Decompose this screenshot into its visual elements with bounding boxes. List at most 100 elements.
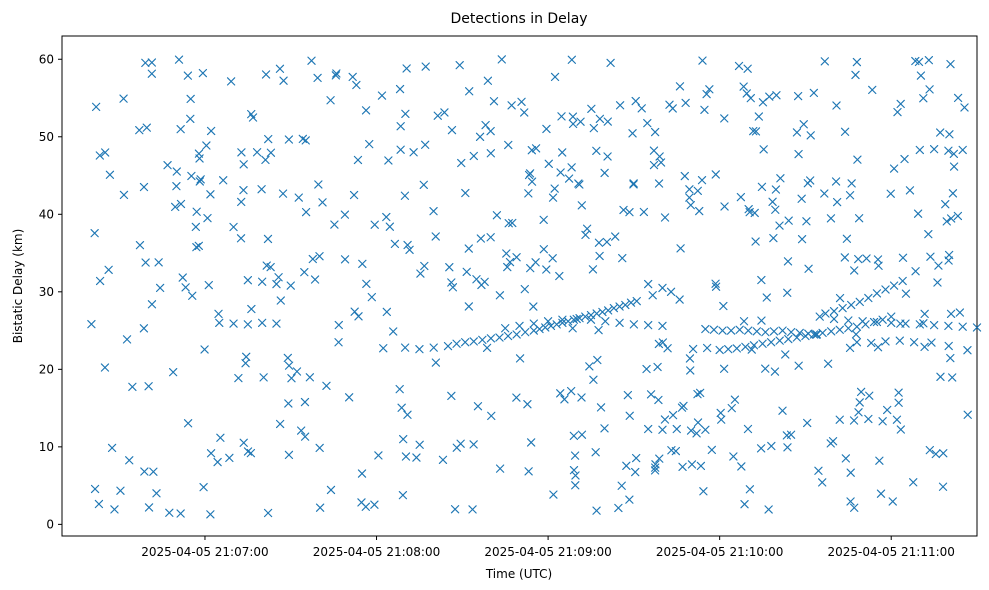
marker-stroke — [720, 202, 729, 211]
data-point — [594, 238, 604, 247]
marker-stroke — [334, 338, 343, 347]
data-point — [740, 500, 749, 509]
marker-stroke — [889, 164, 899, 173]
data-point — [429, 206, 438, 216]
data-point — [147, 58, 157, 67]
data-point — [854, 408, 863, 417]
data-point — [747, 345, 756, 354]
marker-stroke — [775, 336, 784, 345]
marker-stroke — [557, 112, 566, 121]
marker-stroke — [147, 58, 157, 67]
data-point — [296, 426, 306, 435]
marker-stroke — [615, 101, 625, 110]
marker-stroke — [914, 57, 924, 67]
data-point — [172, 181, 181, 191]
data-point — [958, 322, 967, 331]
marker-stroke — [872, 317, 882, 327]
data-point — [705, 85, 714, 94]
marker-stroke — [206, 190, 215, 199]
marker-stroke — [558, 148, 567, 157]
marker-stroke — [850, 266, 859, 275]
data-point — [473, 402, 483, 411]
marker-stroke — [402, 64, 411, 73]
marker-stroke — [853, 155, 862, 164]
marker-stroke — [946, 309, 956, 319]
data-point — [367, 292, 376, 302]
marker-stroke — [370, 500, 379, 509]
marker-stroke — [752, 327, 762, 336]
marker-stroke — [945, 130, 954, 139]
data-point — [214, 309, 223, 319]
marker-stroke — [188, 291, 197, 300]
marker-stroke — [963, 346, 972, 355]
data-point — [529, 326, 538, 335]
data-point — [946, 214, 956, 223]
data-point — [939, 449, 948, 458]
data-point — [762, 293, 771, 302]
data-point — [685, 185, 694, 194]
marker-stroke — [660, 415, 670, 424]
data-point — [206, 126, 216, 136]
data-point — [527, 177, 537, 186]
data-point — [400, 343, 410, 352]
data-point — [693, 389, 702, 399]
data-point — [577, 430, 587, 439]
data-point — [300, 268, 309, 277]
marker-stroke — [781, 350, 790, 359]
data-point — [568, 324, 577, 333]
data-point — [756, 444, 766, 453]
data-point — [873, 255, 883, 264]
marker-stroke — [135, 240, 145, 250]
data-point — [147, 300, 157, 309]
marker-stroke — [924, 229, 933, 239]
marker-stroke — [960, 103, 969, 112]
data-point — [730, 395, 740, 404]
data-point — [915, 145, 924, 155]
marker-stroke — [90, 228, 99, 238]
marker-stroke — [845, 191, 855, 200]
data-point — [264, 134, 273, 144]
marker-stroke — [639, 207, 649, 217]
data-point — [874, 261, 883, 270]
marker-stroke — [845, 343, 855, 353]
data-point — [234, 373, 243, 383]
data-point — [385, 222, 395, 231]
marker-stroke — [869, 317, 879, 327]
marker-stroke — [812, 330, 822, 339]
data-point — [826, 214, 836, 223]
data-point — [606, 58, 615, 68]
marker-stroke — [542, 265, 551, 274]
data-point — [243, 320, 253, 329]
marker-stroke — [592, 506, 601, 515]
data-point — [809, 88, 819, 98]
marker-stroke — [842, 234, 852, 243]
marker-stroke — [901, 289, 911, 298]
marker-stroke — [719, 364, 729, 373]
marker-stroke — [701, 425, 710, 434]
marker-stroke — [846, 497, 855, 506]
marker-stroke — [668, 104, 677, 113]
data-point — [643, 320, 653, 330]
data-point — [847, 179, 856, 188]
data-point — [680, 171, 689, 181]
data-point — [873, 343, 883, 352]
marker-stroke — [692, 429, 701, 438]
marker-stroke — [581, 312, 590, 321]
data-point — [550, 72, 560, 82]
marker-stroke — [823, 359, 833, 368]
marker-stroke — [515, 354, 525, 363]
marker-stroke — [628, 129, 637, 138]
marker-stroke — [589, 123, 599, 133]
marker-stroke — [835, 325, 844, 334]
marker-stroke — [886, 189, 895, 198]
data-point — [196, 175, 205, 184]
data-point — [745, 485, 755, 494]
data-point — [600, 424, 609, 433]
marker-stroke — [529, 326, 538, 335]
marker-stroke — [508, 218, 517, 228]
data-point — [555, 271, 564, 281]
marker-stroke — [586, 315, 596, 324]
data-point — [767, 441, 776, 451]
marker-stroke — [873, 343, 883, 352]
marker-stroke — [420, 261, 429, 271]
